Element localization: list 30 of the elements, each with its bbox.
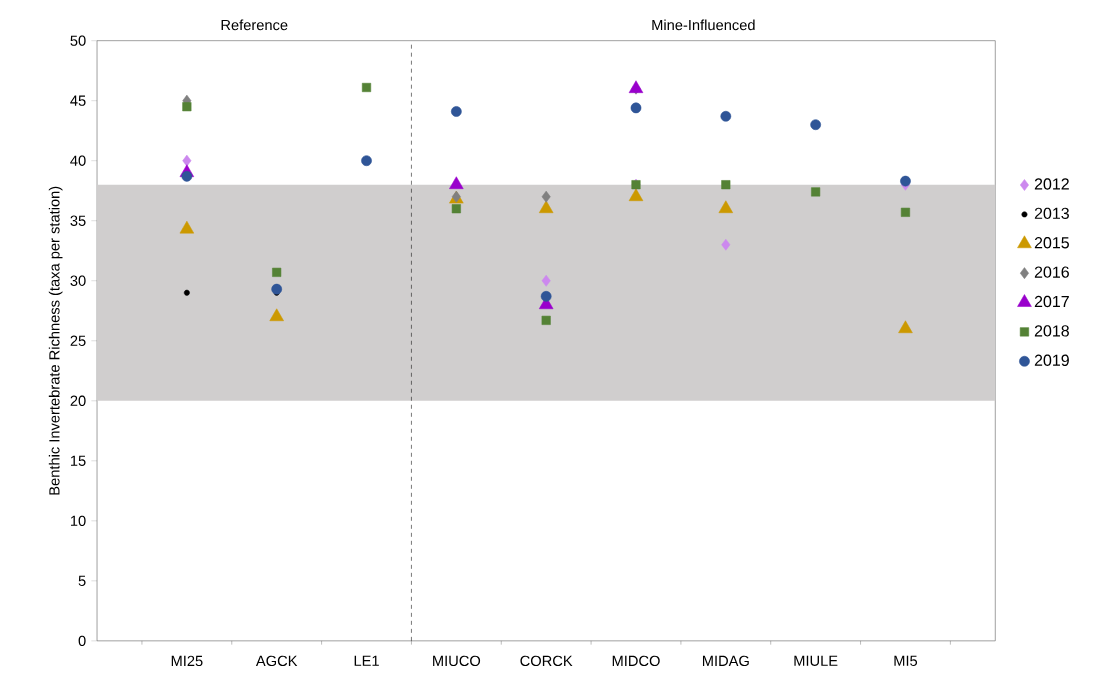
y-tick-label: 0 bbox=[78, 635, 86, 647]
y-tick-label: 20 bbox=[70, 395, 86, 407]
text: Reference bbox=[221, 19, 288, 31]
y-tick-label: 45 bbox=[70, 95, 86, 106]
x-tick-label: MI5 bbox=[894, 655, 918, 666]
legend-label: 2013 bbox=[1034, 207, 1069, 220]
y-tick-label: 5 bbox=[78, 575, 86, 587]
legend-label: 2015 bbox=[1034, 237, 1069, 249]
x-tick-label: MIDAG bbox=[702, 655, 749, 667]
y-axis-title: Benthic Invertebrate Richness (taxa per station) bbox=[48, 186, 63, 495]
legend-label: 2016 bbox=[1034, 266, 1069, 278]
x-tick-label: LE1 bbox=[354, 655, 379, 666]
y-tick-label: 15 bbox=[70, 455, 86, 466]
legend-label: 2019 bbox=[1034, 354, 1069, 366]
y-tick-label: 35 bbox=[70, 215, 86, 226]
legend-label: 2018 bbox=[1034, 325, 1069, 337]
legend-label: 2012 bbox=[1034, 178, 1069, 190]
y-tick-label: 50 bbox=[70, 35, 86, 46]
legend-label: 2017 bbox=[1034, 295, 1069, 308]
x-tick-label: CORCK bbox=[520, 655, 573, 667]
y-tick-label: 25 bbox=[70, 335, 86, 347]
x-tick-label: MIULE bbox=[794, 655, 838, 666]
y-tick-label: 10 bbox=[70, 515, 86, 527]
y-tick-label: 40 bbox=[70, 155, 86, 166]
x-tick-label: MI25 bbox=[171, 655, 203, 667]
text: Mine-Influenced bbox=[652, 19, 755, 31]
x-tick-label: MIUCO bbox=[433, 655, 481, 667]
x-tick-label: MIDCO bbox=[612, 655, 660, 667]
y-tick-label: 30 bbox=[70, 275, 86, 286]
x-tick-label: AGCK bbox=[255, 655, 298, 667]
